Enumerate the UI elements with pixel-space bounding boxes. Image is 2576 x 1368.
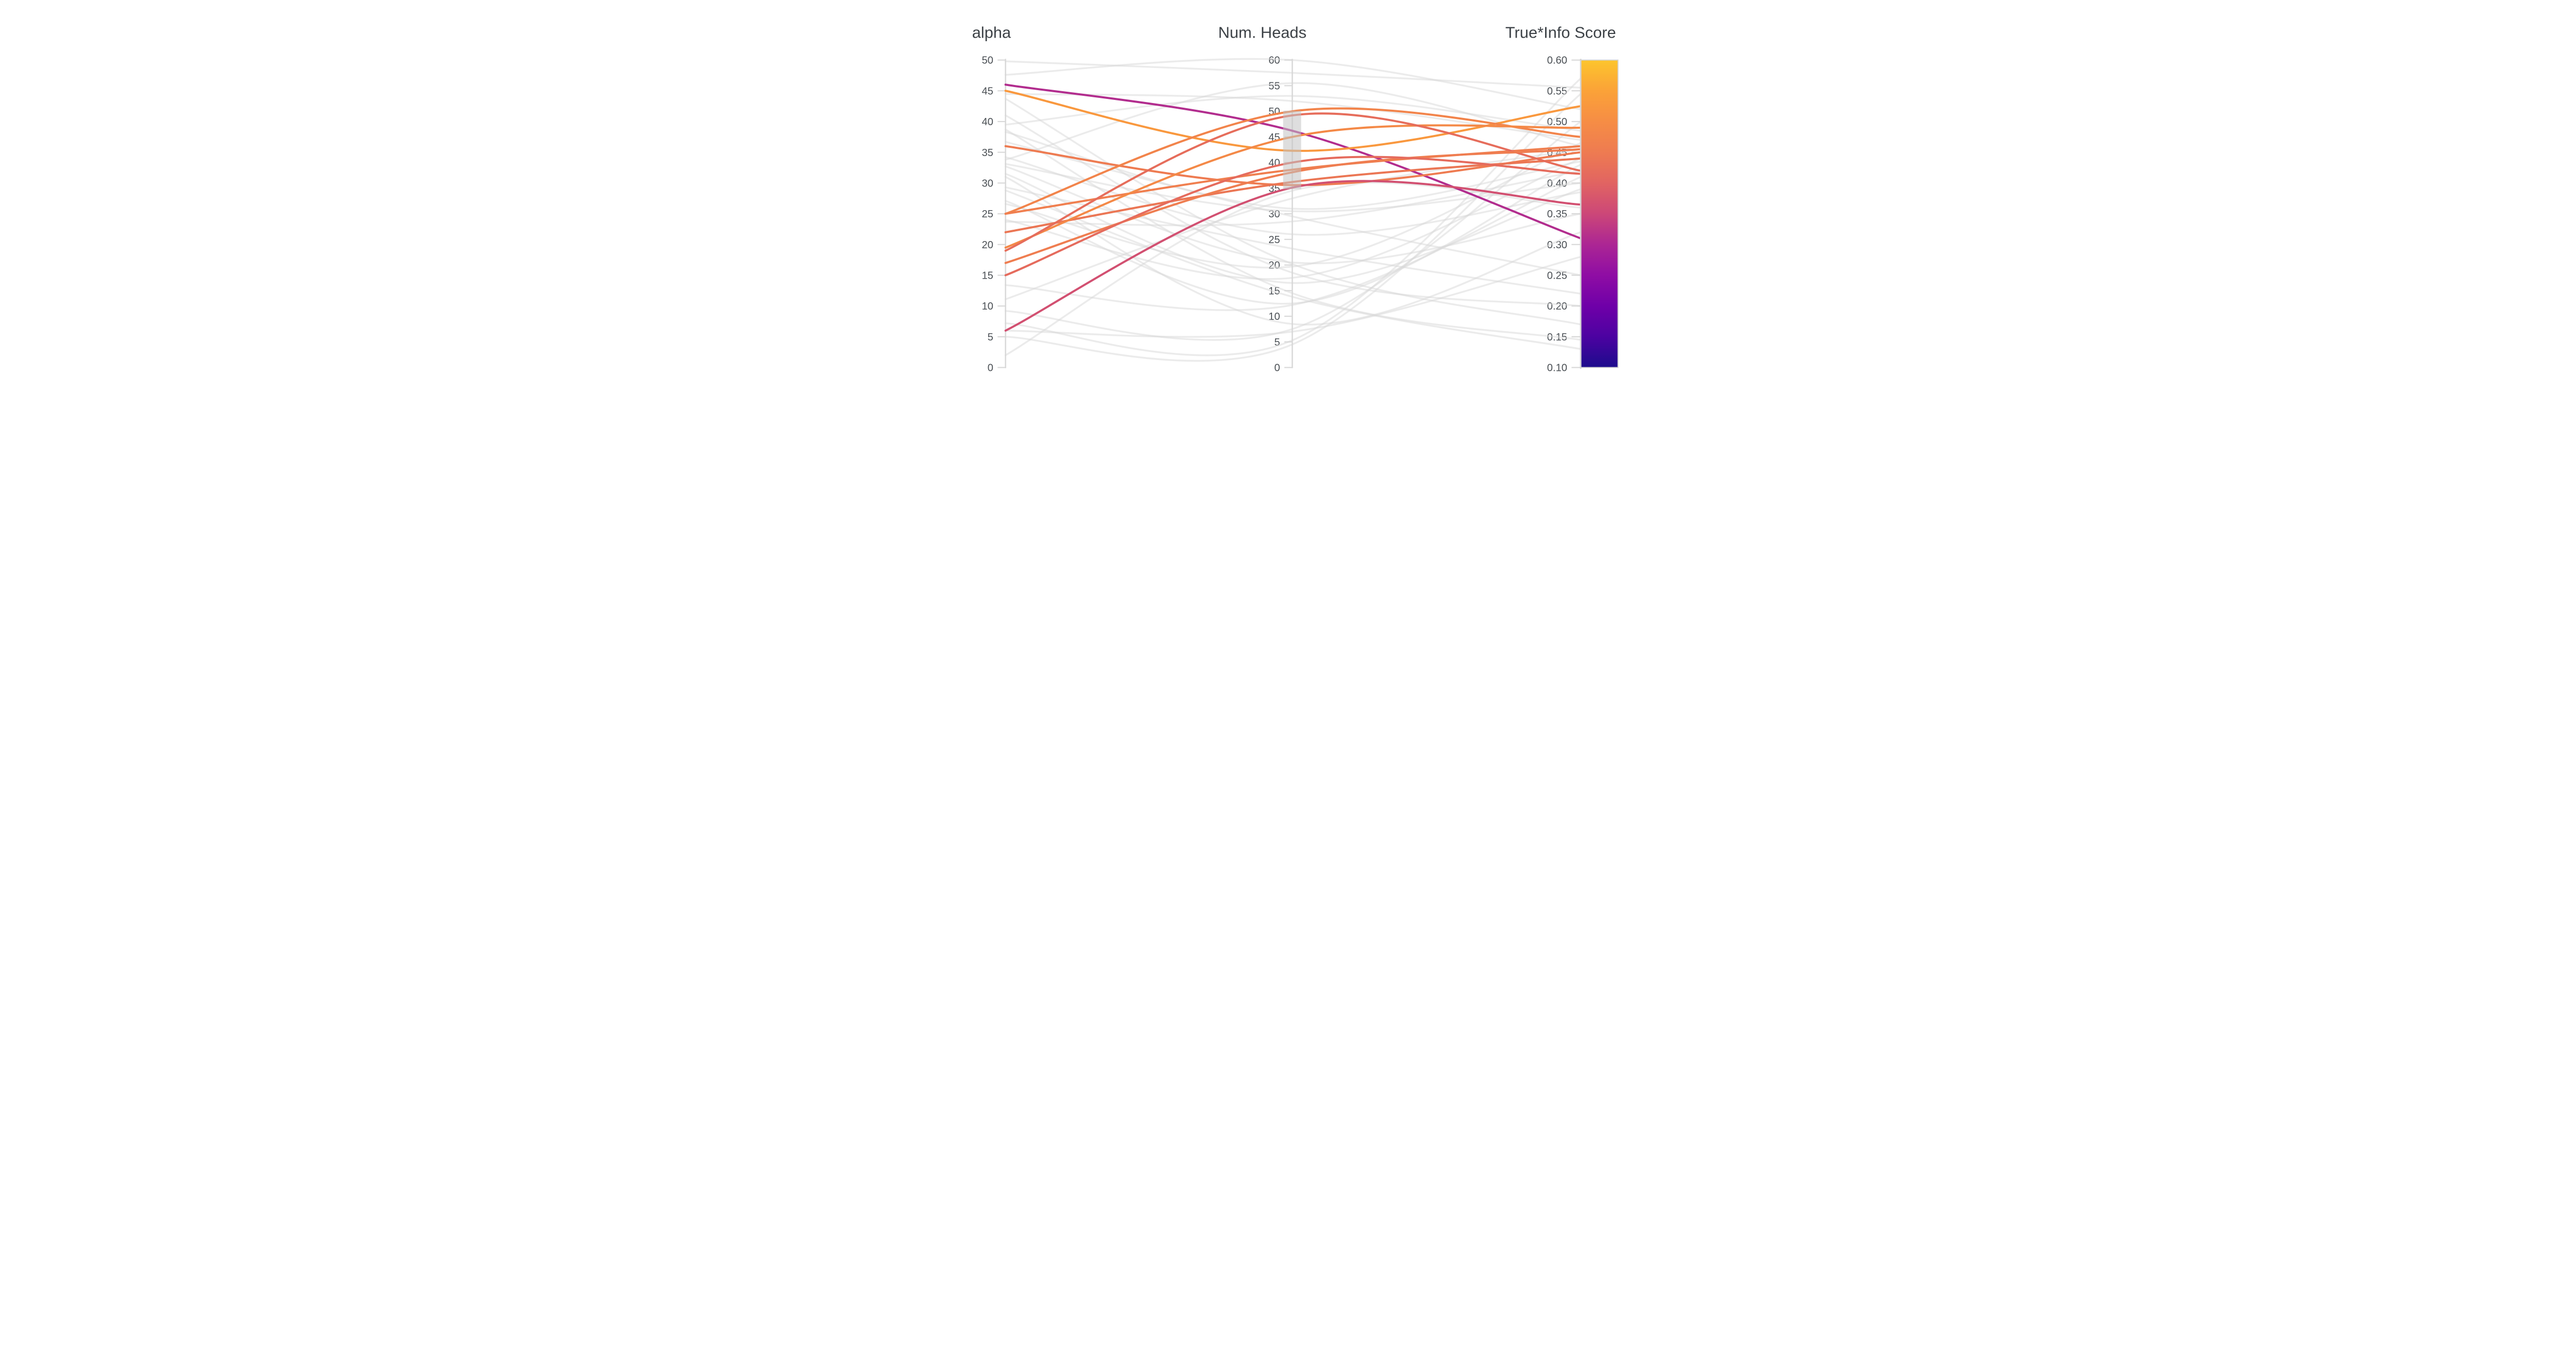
- num_heads-tick-label: 5: [1274, 337, 1280, 348]
- true_info_score-axis-title: True*Info Score: [1505, 24, 1616, 42]
- num_heads-tick-label: 60: [1268, 55, 1280, 66]
- data-line-unselected[interactable]: [1005, 156, 1582, 236]
- alpha-tick-label: 30: [982, 178, 993, 189]
- num-heads-brush-selection[interactable]: [1283, 111, 1301, 190]
- alpha-tick-label: 45: [982, 86, 993, 97]
- alpha-tick-label: 25: [982, 209, 993, 220]
- data-line-unselected[interactable]: [1005, 176, 1582, 311]
- data-line-unselected[interactable]: [1005, 148, 1582, 300]
- data-line-unselected[interactable]: [1005, 77, 1582, 356]
- data-line-unselected[interactable]: [1005, 93, 1582, 362]
- score-colorbar: [1580, 59, 1619, 368]
- data-line-unselected[interactable]: [1005, 128, 1582, 341]
- data-line-unselected[interactable]: [1005, 141, 1582, 277]
- true_info_score-tick-label: 0.10: [1547, 363, 1567, 374]
- data-line-unselected[interactable]: [1005, 121, 1582, 341]
- num_heads-tick-label: 25: [1268, 234, 1280, 246]
- true_info_score-tick-label: 0.20: [1547, 301, 1567, 312]
- num_heads-tick-label: 0: [1274, 363, 1280, 374]
- data-line-unselected[interactable]: [1005, 163, 1582, 213]
- alpha-tick-label: 50: [982, 55, 993, 66]
- data-line-unselected[interactable]: [1005, 181, 1582, 356]
- data-line-unselected[interactable]: [1005, 255, 1582, 338]
- parallel-coordinates-figure: 0 5 10 15 20 25 30 35 40 45 50 alpha 0 5 10 15 20 25 30 35 4…: [902, 0, 1674, 406]
- data-line-unselected[interactable]: [1005, 98, 1582, 326]
- data-line-unselected[interactable]: [1005, 58, 1582, 110]
- parallel-coordinates-plot: 05101520253035404550alpha051015202530354…: [902, 0, 1674, 406]
- true_info_score-tick-label: 0.25: [1547, 270, 1567, 282]
- alpha-tick-label: 35: [982, 147, 993, 159]
- num_heads-axis-title: Num. Heads: [1218, 24, 1306, 42]
- alpha-axis-title: alpha: [972, 24, 1011, 42]
- data-line-unselected[interactable]: [1005, 114, 1582, 307]
- num_heads-tick-label: 55: [1268, 80, 1280, 92]
- alpha-tick-label: 40: [982, 116, 993, 128]
- unselected-lines-layer: [1005, 58, 1582, 362]
- data-line-unselected[interactable]: [1005, 163, 1582, 305]
- alpha-tick-label: 20: [982, 240, 993, 251]
- data-line-unselected[interactable]: [1005, 173, 1582, 284]
- alpha-tick-label: 15: [982, 270, 993, 282]
- true_info_score-tick-label: 0.50: [1547, 116, 1567, 128]
- alpha-tick-label: 0: [988, 363, 993, 374]
- data-line-unselected[interactable]: [1005, 60, 1582, 89]
- true_info_score-tick-label: 0.60: [1547, 55, 1567, 66]
- true_info_score-tick-label: 0.55: [1547, 86, 1567, 97]
- data-line-unselected[interactable]: [1005, 165, 1582, 264]
- alpha-tick-label: 5: [988, 332, 993, 343]
- true_info_score-tick-label: 0.30: [1547, 240, 1567, 251]
- data-line-unselected[interactable]: [1005, 169, 1582, 227]
- data-line-unselected[interactable]: [1005, 131, 1582, 210]
- alpha-tick-label: 10: [982, 301, 993, 312]
